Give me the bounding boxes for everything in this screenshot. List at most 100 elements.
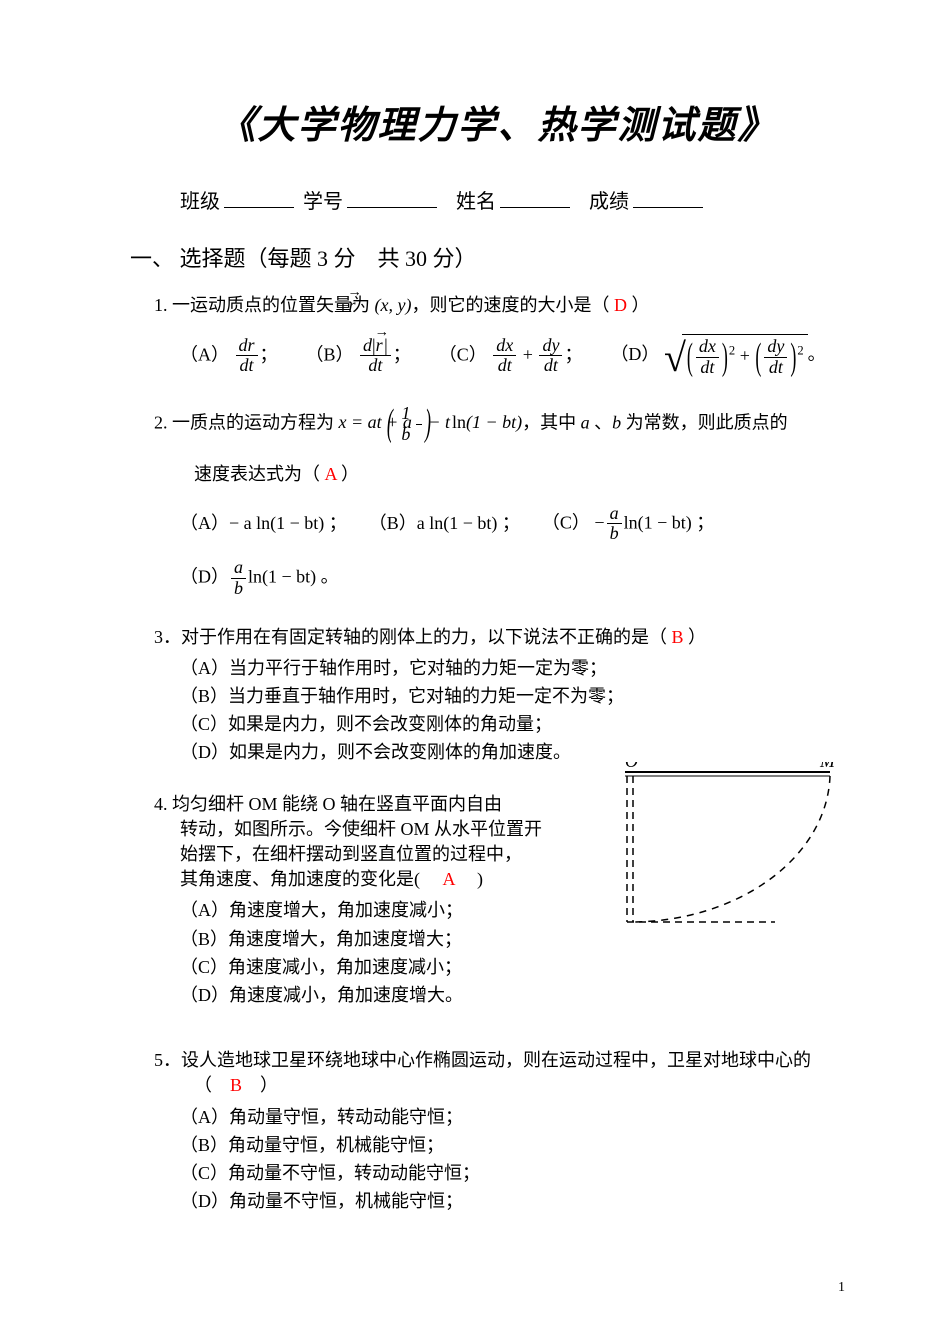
q2-answer: A — [320, 464, 341, 484]
q3-options: （A）当力平行于轴作用时，它对轴的力矩一定为零； （B）当力垂直于轴作用时，它对… — [180, 656, 855, 766]
q4-opt-a: （A）角速度增大，角加速度减小； — [180, 898, 560, 923]
q2-number: 2. — [154, 412, 168, 432]
q5-stem: 设人造地球卫星环绕地球中心作椭圆运动，则在运动过程中，卫星对地球中心的 — [181, 1050, 811, 1070]
q1-answer: D — [609, 295, 631, 315]
eq: = — [347, 412, 368, 432]
name-blank — [500, 183, 570, 208]
q2-stem-pre: 一质点的运动方程为 — [172, 412, 339, 432]
q4-opt-c: （C）角速度减小，角加速度减小； — [180, 955, 560, 980]
q1-args: (x, y) — [375, 295, 412, 315]
document-title: 《大学物理力学、热学测试题》 — [140, 100, 855, 153]
q4-line3: 始摆下，在细杆摆动到竖直位置的过程中， — [180, 842, 560, 867]
q3-number: 3． — [154, 627, 181, 647]
q4-opt-b: （B）角速度增大，角加速度增大； — [180, 927, 560, 952]
q2-d-post: ln(1 − bt) 。 — [248, 567, 339, 587]
q3-opt-b: （B）当力垂直于轴作用时，它对轴的力矩一定不为零； — [180, 684, 855, 709]
section-1-heading: 一、 选择题（每题 3 分 共 30 分） — [130, 244, 855, 275]
q2-a: a — [581, 412, 590, 432]
frac-icon: dxdt — [493, 336, 516, 377]
q3-stem: 对于作用在有固定转轴的刚体上的力，以下说法不正确的是（ — [181, 627, 667, 647]
q2-eq: x = at + a(1b − t)ln(1 − bt) — [339, 412, 523, 432]
frac-icon: drdt — [236, 336, 258, 377]
x: x — [339, 412, 347, 432]
q2-c-post: ln(1 − bt) ； — [624, 512, 715, 532]
q1-c-label: （C） — [439, 344, 487, 364]
q4-label-o: O — [625, 762, 638, 771]
q4-label-m: M — [819, 762, 836, 771]
q4-options: （A）角速度增大，角加速度减小； （B）角速度增大，角加速度增大； （C）角速度… — [180, 898, 560, 1008]
ln: ln — [452, 412, 466, 432]
dot: 。 — [808, 344, 826, 364]
q1-opt-c: （C） dxdt + dydt； — [439, 336, 583, 377]
q1-b-label: （B） — [306, 344, 354, 364]
q2-options: （A）− a ln(1 − bt) ； （B）a ln(1 − bt) ； （C… — [180, 504, 855, 599]
q5-options: （A）角动量守恒，转动动能守恒； （B）角动量守恒，机械能守恒； （C）角动量不… — [180, 1105, 855, 1215]
student-info-line: 班级 学号 姓名 成绩 — [140, 183, 855, 216]
q1-stem-end: ） — [631, 295, 649, 315]
q4-opt-d: （D）角速度减小，角加速度增大。 — [180, 983, 560, 1008]
page: 《大学物理力学、热学测试题》 班级 学号 姓名 成绩 一、 选择题（每题 3 分… — [0, 0, 945, 1338]
id-blank — [347, 183, 437, 208]
frac-icon: ab — [607, 504, 622, 545]
at: at — [368, 412, 382, 432]
q2-opt-c: （C） −abln(1 − bt) ； — [542, 504, 714, 545]
score-label: 成绩 — [589, 191, 629, 213]
q4-line2: 转动，如图所示。今使细杆 OM 从水平位置开 — [180, 817, 560, 842]
q5-answer: B — [212, 1075, 260, 1095]
q2-c-pre: （C） − — [542, 512, 605, 532]
q2-stem-mid: ，其中 — [522, 412, 581, 432]
q4-number: 4. — [154, 794, 168, 814]
q3-opt-a: （A）当力平行于轴作用时，它对轴的力矩一定为零； — [180, 656, 855, 681]
q2-line2-end: ） — [341, 464, 359, 484]
paren-close: ） — [260, 1075, 278, 1095]
q1-number: 1. — [154, 295, 168, 315]
name-label: 姓名 — [456, 191, 496, 213]
frac-icon: dydt — [539, 336, 562, 377]
q4-figure: O M — [605, 762, 845, 932]
q1-stem-pre: 一运动质点的位置矢量为 — [172, 295, 375, 315]
q2-b: b — [612, 412, 621, 432]
q2-opt-a: （A）− a ln(1 − bt) ； — [180, 511, 347, 536]
q2-line2-pre: 速度表达式为（ — [194, 464, 320, 484]
q5-paren-line: （ B ） — [180, 1073, 855, 1098]
q4-line4-pre: 其角速度、角加速度的变化是( — [180, 869, 420, 889]
page-number: 1 — [838, 1278, 845, 1298]
q4-answer: A — [420, 869, 477, 889]
q4-line4: 其角速度、角加速度的变化是( A ) — [180, 867, 560, 892]
frac-icon: 1b — [416, 404, 422, 445]
class-blank — [224, 183, 294, 208]
paren-open: （ — [194, 1075, 212, 1095]
q2-opt-d: （D）abln(1 − bt) 。 — [180, 558, 339, 599]
q4-line4-end: ) — [477, 869, 483, 889]
score-blank — [633, 183, 703, 208]
q1-opt-d: （D） √(dxdt)2 + (dydt)2。 — [610, 334, 825, 378]
q3-stem-end: ） — [688, 627, 706, 647]
q2-opt-b: （B）a ln(1 − bt) ； — [369, 511, 520, 536]
frac-icon: ab — [231, 558, 246, 599]
semi: ； — [564, 344, 582, 364]
q3-opt-c: （C）如果是内力，则不会改变刚体的角动量； — [180, 712, 855, 737]
q3-answer: B — [667, 627, 688, 647]
class-label: 班级 — [180, 191, 220, 213]
sqrt-icon: √(dxdt)2 + (dydt)2 — [664, 334, 808, 378]
question-2: 2. 一质点的运动方程为 x = at + a(1b − t)ln(1 − bt… — [140, 404, 855, 599]
id-label: 学号 — [303, 191, 343, 213]
q5-opt-c: （C）角动量不守恒，转动动能守恒； — [180, 1161, 855, 1186]
frac-icon: d|r |dt — [360, 336, 391, 377]
semi: ； — [393, 344, 411, 364]
question-5: 5．设人造地球卫星环绕地球中心作椭圆运动，则在运动过程中，卫星对地球中心的 （ … — [140, 1048, 855, 1214]
question-3: 3．对于作用在有固定转轴的刚体上的力，以下说法不正确的是（ B ） （A）当力平… — [140, 625, 855, 766]
semi: ； — [260, 344, 278, 364]
q5-opt-b: （B）角动量守恒，机械能守恒； — [180, 1133, 855, 1158]
q2-line2: 速度表达式为（ A ） — [180, 462, 855, 487]
q5-opt-a: （A）角动量守恒，转动动能守恒； — [180, 1105, 855, 1130]
q1-options: （A） drdt； （B） d|r |dt； （C） dxdt + dydt； … — [180, 334, 855, 378]
q1-opt-b: （B） d|r |dt； — [306, 336, 411, 377]
q5-number: 5． — [154, 1050, 181, 1070]
q1-d-label: （D） — [610, 344, 659, 364]
q5-opt-d: （D）角动量不守恒，机械能守恒； — [180, 1189, 855, 1214]
q1-a-label: （A） — [180, 344, 229, 364]
q2-stem-post: 为常数，则此质点的 — [621, 412, 788, 432]
one-minus-bt: 1 − bt — [472, 412, 516, 432]
q2-d-pre: （D） — [180, 567, 229, 587]
